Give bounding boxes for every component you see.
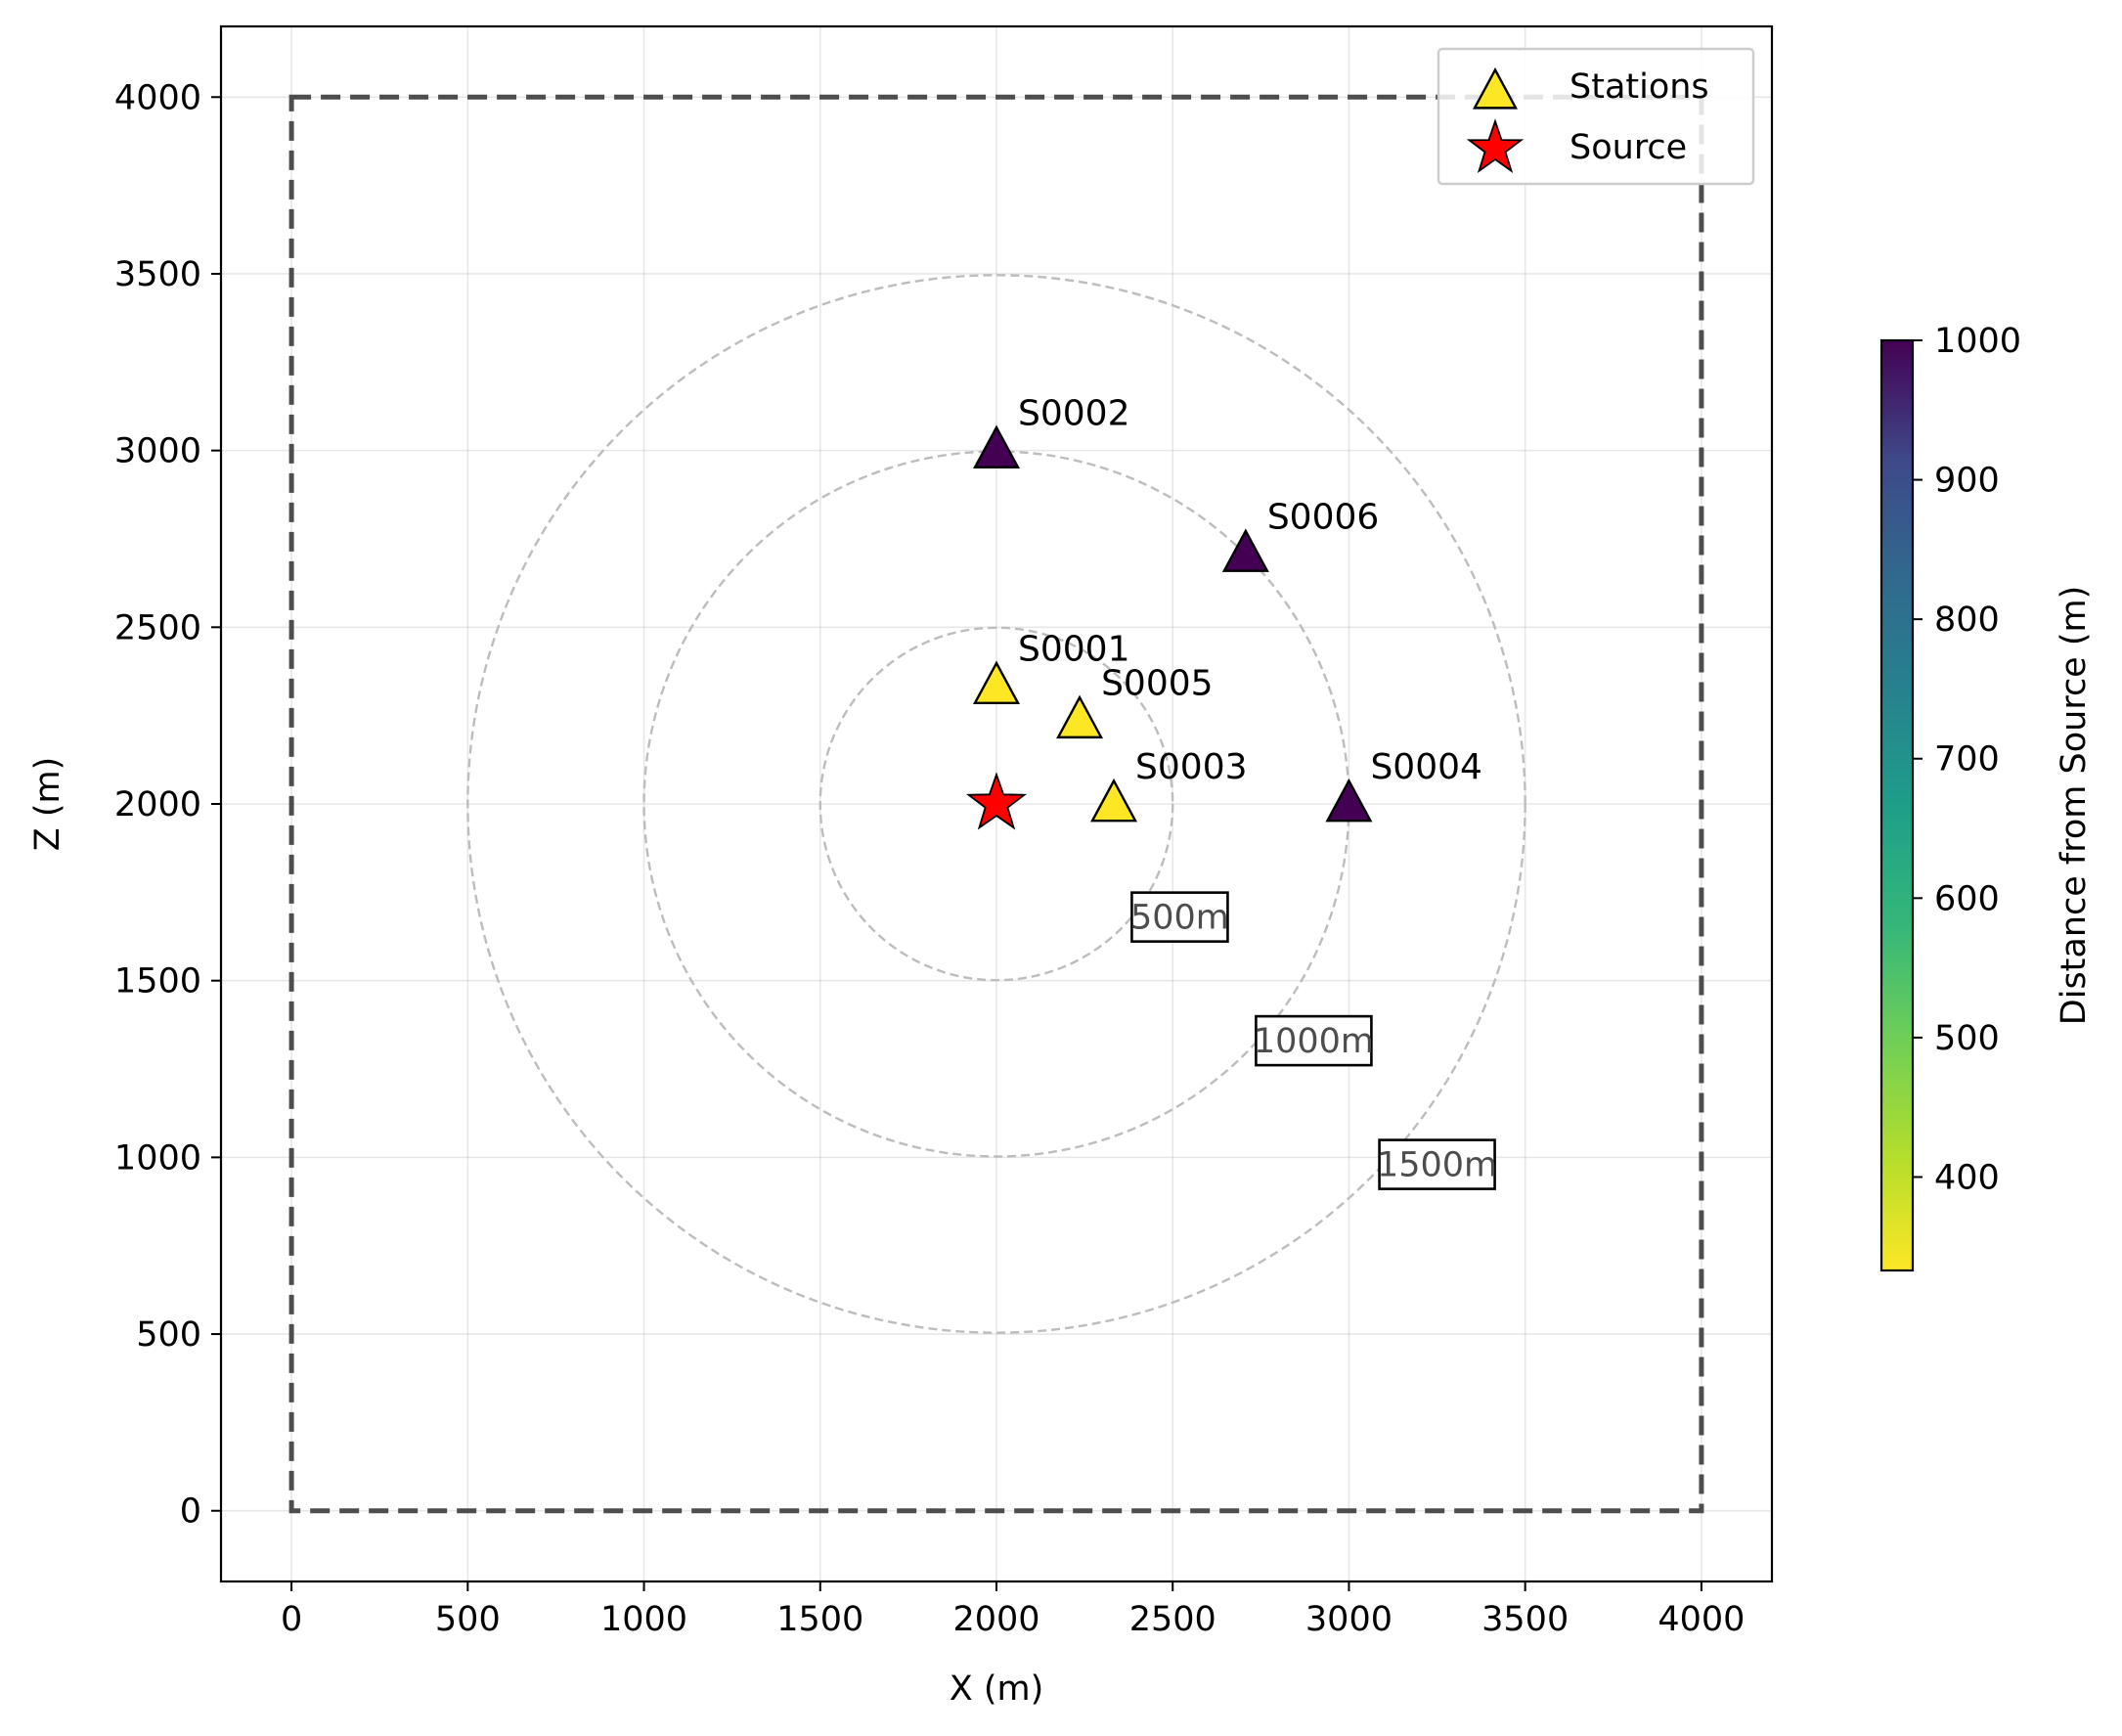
x-tick-label: 3500 xyxy=(1481,1600,1569,1639)
y-tick-label: 1500 xyxy=(114,962,201,1002)
y-tick-label: 2000 xyxy=(114,785,201,824)
legend-label: Stations xyxy=(1569,67,1709,107)
legend-label: Source xyxy=(1569,128,1687,167)
x-tick-label: 2000 xyxy=(952,1600,1039,1639)
colorbar-tick-label: 500 xyxy=(1934,1019,2000,1058)
legend-source-icon xyxy=(1466,118,1525,173)
y-tick-label: 3500 xyxy=(114,255,201,294)
x-tick-label: 4000 xyxy=(1658,1600,1745,1639)
range-label: 1000m xyxy=(1254,1022,1374,1061)
x-tick-label: 2500 xyxy=(1129,1600,1216,1639)
range-label-box xyxy=(1378,1138,1496,1190)
station-label: S0001 xyxy=(1018,630,1129,670)
x-tick-label: 500 xyxy=(435,1600,501,1639)
range-circle xyxy=(466,274,1526,1334)
station-label: S0002 xyxy=(1018,394,1129,434)
colorbar-tick-label: 900 xyxy=(1934,462,2000,501)
x-tick-label: 1000 xyxy=(600,1600,687,1639)
x-tick-label: 0 xyxy=(281,1600,302,1639)
y-tick-label: 2500 xyxy=(114,608,201,647)
range-label-box xyxy=(1255,1014,1373,1067)
legend-box xyxy=(1437,47,1755,186)
station-label: S0003 xyxy=(1135,747,1247,787)
range-label: 1500m xyxy=(1377,1146,1497,1185)
y-tick-label: 500 xyxy=(136,1315,201,1355)
x-tick-label: 3000 xyxy=(1305,1600,1393,1639)
colorbar-label: Distance from Source (m) xyxy=(2055,586,2094,1025)
station-label: S0004 xyxy=(1370,747,1481,787)
range-circle xyxy=(818,626,1174,982)
colorbar-tick-label: 700 xyxy=(1934,740,2000,779)
range-label-box xyxy=(1130,891,1229,943)
y-tick-label: 1000 xyxy=(114,1138,201,1178)
colorbar-tick-label: 800 xyxy=(1934,601,2000,640)
station-label: S0005 xyxy=(1101,664,1213,704)
y-tick-label: 3000 xyxy=(114,432,201,471)
source-marker xyxy=(965,772,1028,830)
station-marker-s0005 xyxy=(1056,694,1104,739)
station-marker-s0003 xyxy=(1090,778,1138,823)
colorbar-tick-label: 600 xyxy=(1934,879,2000,918)
y-axis-label: Z (m) xyxy=(28,757,67,852)
station-marker-s0004 xyxy=(1325,778,1373,823)
x-axis-label: X (m) xyxy=(950,1669,1044,1709)
station-label: S0006 xyxy=(1267,498,1379,538)
y-tick-label: 0 xyxy=(180,1492,201,1532)
range-label: 500m xyxy=(1130,899,1229,938)
station-marker-s0001 xyxy=(972,660,1021,705)
model-domain-boundary xyxy=(288,94,1704,1514)
station-marker-s0002 xyxy=(972,424,1021,468)
colorbar-tick-label: 1000 xyxy=(1934,322,2021,361)
legend-stations-icon xyxy=(1472,67,1519,110)
colorbar-gradient xyxy=(1879,338,1915,1272)
y-tick-label: 4000 xyxy=(114,78,201,117)
colorbar-tick-label: 400 xyxy=(1934,1158,2000,1197)
x-tick-label: 1500 xyxy=(776,1600,863,1639)
station-marker-s0006 xyxy=(1221,528,1269,572)
